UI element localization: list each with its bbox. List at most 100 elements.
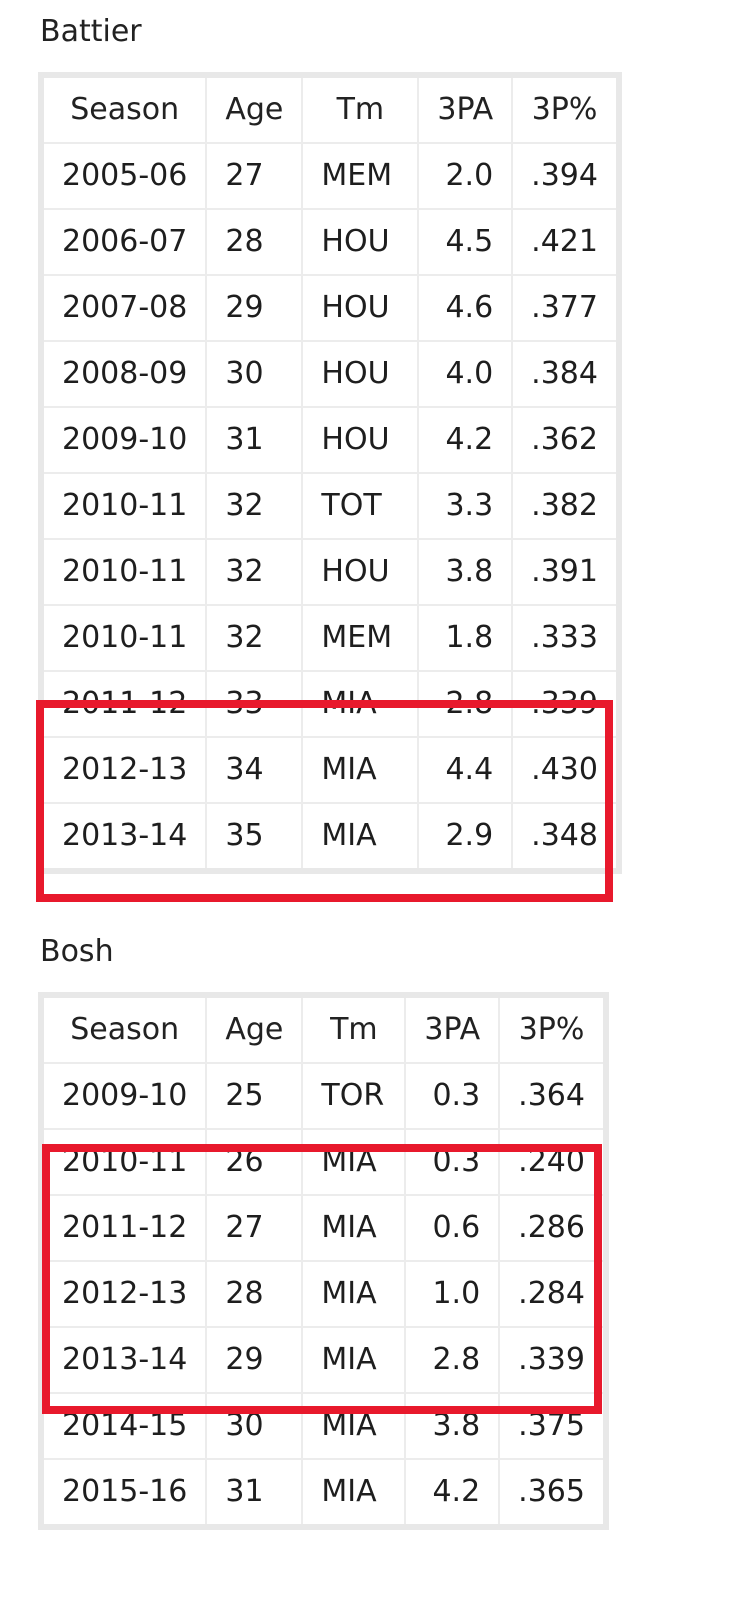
cell-team: MEM xyxy=(301,604,420,672)
cell-team: MIA xyxy=(301,1128,407,1196)
cell-three-pa: 4.2 xyxy=(404,1458,501,1528)
cell-age: 29 xyxy=(205,1326,304,1394)
column-header-team: Tm xyxy=(301,74,420,144)
table-row: 2013-14 35 MIA 2.9.348 xyxy=(39,802,620,872)
cell-team: MIA xyxy=(301,1260,407,1328)
cell-season: 2013-14 xyxy=(39,1326,208,1394)
cell-three-pa: 4.2 xyxy=(417,406,514,474)
cell-season: 2012-13 xyxy=(39,736,208,804)
cell-season: 2014-15 xyxy=(39,1392,208,1460)
cell-team: HOU xyxy=(301,538,420,606)
cell-three-pa: 4.5 xyxy=(417,208,514,276)
cell-team: MIA xyxy=(301,1458,407,1528)
cell-three-pa: 2.0 xyxy=(417,142,514,210)
cell-three-pa: 3.8 xyxy=(417,538,514,606)
cell-three-pa: 0.3 xyxy=(404,1062,501,1130)
cell-three-p-pct: .284 xyxy=(498,1260,607,1328)
cell-season: 2008-09 xyxy=(39,340,208,408)
table-row: 2005-06 27 MEM 2.0.394 xyxy=(39,142,620,210)
cell-team: MIA xyxy=(301,736,420,804)
cell-season: 2010-11 xyxy=(39,1128,208,1196)
cell-season: 2010-11 xyxy=(39,538,208,606)
cell-season: 2011-12 xyxy=(39,670,208,738)
cell-three-pa: 4.4 xyxy=(417,736,514,804)
table-row: 2010-11 32 MEM 1.8.333 xyxy=(39,604,620,672)
cell-three-p-pct: .339 xyxy=(498,1326,607,1394)
column-header-team: Tm xyxy=(301,994,407,1064)
table-row: 2010-11 32 HOU 3.8.391 xyxy=(39,538,620,606)
cell-team: MIA xyxy=(301,1194,407,1262)
table-row: 2010-11 26 MIA 0.3.240 xyxy=(39,1128,607,1196)
cell-age: 25 xyxy=(205,1062,304,1130)
cell-three-p-pct: .339 xyxy=(511,670,620,738)
cell-age: 30 xyxy=(205,1392,304,1460)
cell-season: 2010-11 xyxy=(39,604,208,672)
cell-three-pa: 3.8 xyxy=(404,1392,501,1460)
table-header-row: Season Age Tm 3PA 3P% xyxy=(39,74,620,144)
cell-team: MIA xyxy=(301,1392,407,1460)
cell-three-p-pct: .348 xyxy=(511,802,620,872)
cell-three-pa: 2.8 xyxy=(404,1326,501,1394)
cell-age: 28 xyxy=(205,1260,304,1328)
cell-age: 31 xyxy=(205,1458,304,1528)
column-header-three-pa: 3PA xyxy=(417,74,514,144)
table-row: 2008-09 30 HOU 4.0.384 xyxy=(39,340,620,408)
cell-three-p-pct: .333 xyxy=(511,604,620,672)
cell-age: 32 xyxy=(205,604,304,672)
cell-three-p-pct: .382 xyxy=(511,472,620,540)
column-header-season: Season xyxy=(39,74,208,144)
cell-age: 32 xyxy=(205,538,304,606)
cell-season: 2006-07 xyxy=(39,208,208,276)
column-header-three-p-pct: 3P% xyxy=(498,994,607,1064)
table-row: 2011-12 27 MIA 0.6.286 xyxy=(39,1194,607,1262)
cell-three-p-pct: .375 xyxy=(498,1392,607,1460)
cell-team: HOU xyxy=(301,274,420,342)
cell-age: 31 xyxy=(205,406,304,474)
cell-age: 35 xyxy=(205,802,304,872)
cell-three-pa: 1.8 xyxy=(417,604,514,672)
table-header-row: Season Age Tm 3PA 3P% xyxy=(39,994,607,1064)
cell-season: 2010-11 xyxy=(39,472,208,540)
column-header-three-p-pct: 3P% xyxy=(511,74,620,144)
cell-three-pa: 2.9 xyxy=(417,802,514,872)
cell-three-p-pct: .394 xyxy=(511,142,620,210)
table-row: 2009-10 25 TOR 0.3.364 xyxy=(39,1062,607,1130)
column-header-three-pa: 3PA xyxy=(404,994,501,1064)
cell-three-pa: 4.6 xyxy=(417,274,514,342)
cell-team: MEM xyxy=(301,142,420,210)
cell-age: 26 xyxy=(205,1128,304,1196)
cell-three-pa: 0.3 xyxy=(404,1128,501,1196)
cell-season: 2015-16 xyxy=(39,1458,208,1528)
cell-team: TOT xyxy=(301,472,420,540)
cell-season: 2013-14 xyxy=(39,802,208,872)
cell-three-p-pct: .365 xyxy=(498,1458,607,1528)
cell-three-p-pct: .430 xyxy=(511,736,620,804)
cell-three-p-pct: .286 xyxy=(498,1194,607,1262)
cell-three-p-pct: .377 xyxy=(511,274,620,342)
cell-three-pa: 3.3 xyxy=(417,472,514,540)
cell-team: HOU xyxy=(301,340,420,408)
table-row: 2009-10 31 HOU 4.2.362 xyxy=(39,406,620,474)
table-row: 2014-15 30 MIA 3.8.375 xyxy=(39,1392,607,1460)
cell-team: MIA xyxy=(301,670,420,738)
cell-season: 2005-06 xyxy=(39,142,208,210)
cell-age: 30 xyxy=(205,340,304,408)
cell-team: MIA xyxy=(301,1326,407,1394)
cell-age: 33 xyxy=(205,670,304,738)
cell-three-p-pct: .362 xyxy=(511,406,620,474)
cell-team: HOU xyxy=(301,208,420,276)
cell-season: 2007-08 xyxy=(39,274,208,342)
cell-team: MIA xyxy=(301,802,420,872)
table-row: 2006-07 28 HOU 4.5.421 xyxy=(39,208,620,276)
cell-age: 27 xyxy=(205,1194,304,1262)
table-row: 2015-16 31 MIA 4.2.365 xyxy=(39,1458,607,1528)
cell-team: TOR xyxy=(301,1062,407,1130)
table-row: 2012-13 28 MIA 1.0.284 xyxy=(39,1260,607,1328)
battier-stats-table: Season Age Tm 3PA 3P% 2005-06 27 MEM 2.0.394 200… xyxy=(38,72,622,874)
cell-three-p-pct: .364 xyxy=(498,1062,607,1130)
table-row: 2013-14 29 MIA 2.8.339 xyxy=(39,1326,607,1394)
battier-heading: Battier xyxy=(40,14,142,49)
cell-season: 2009-10 xyxy=(39,406,208,474)
column-header-season: Season xyxy=(39,994,208,1064)
cell-three-pa: 0.6 xyxy=(404,1194,501,1262)
